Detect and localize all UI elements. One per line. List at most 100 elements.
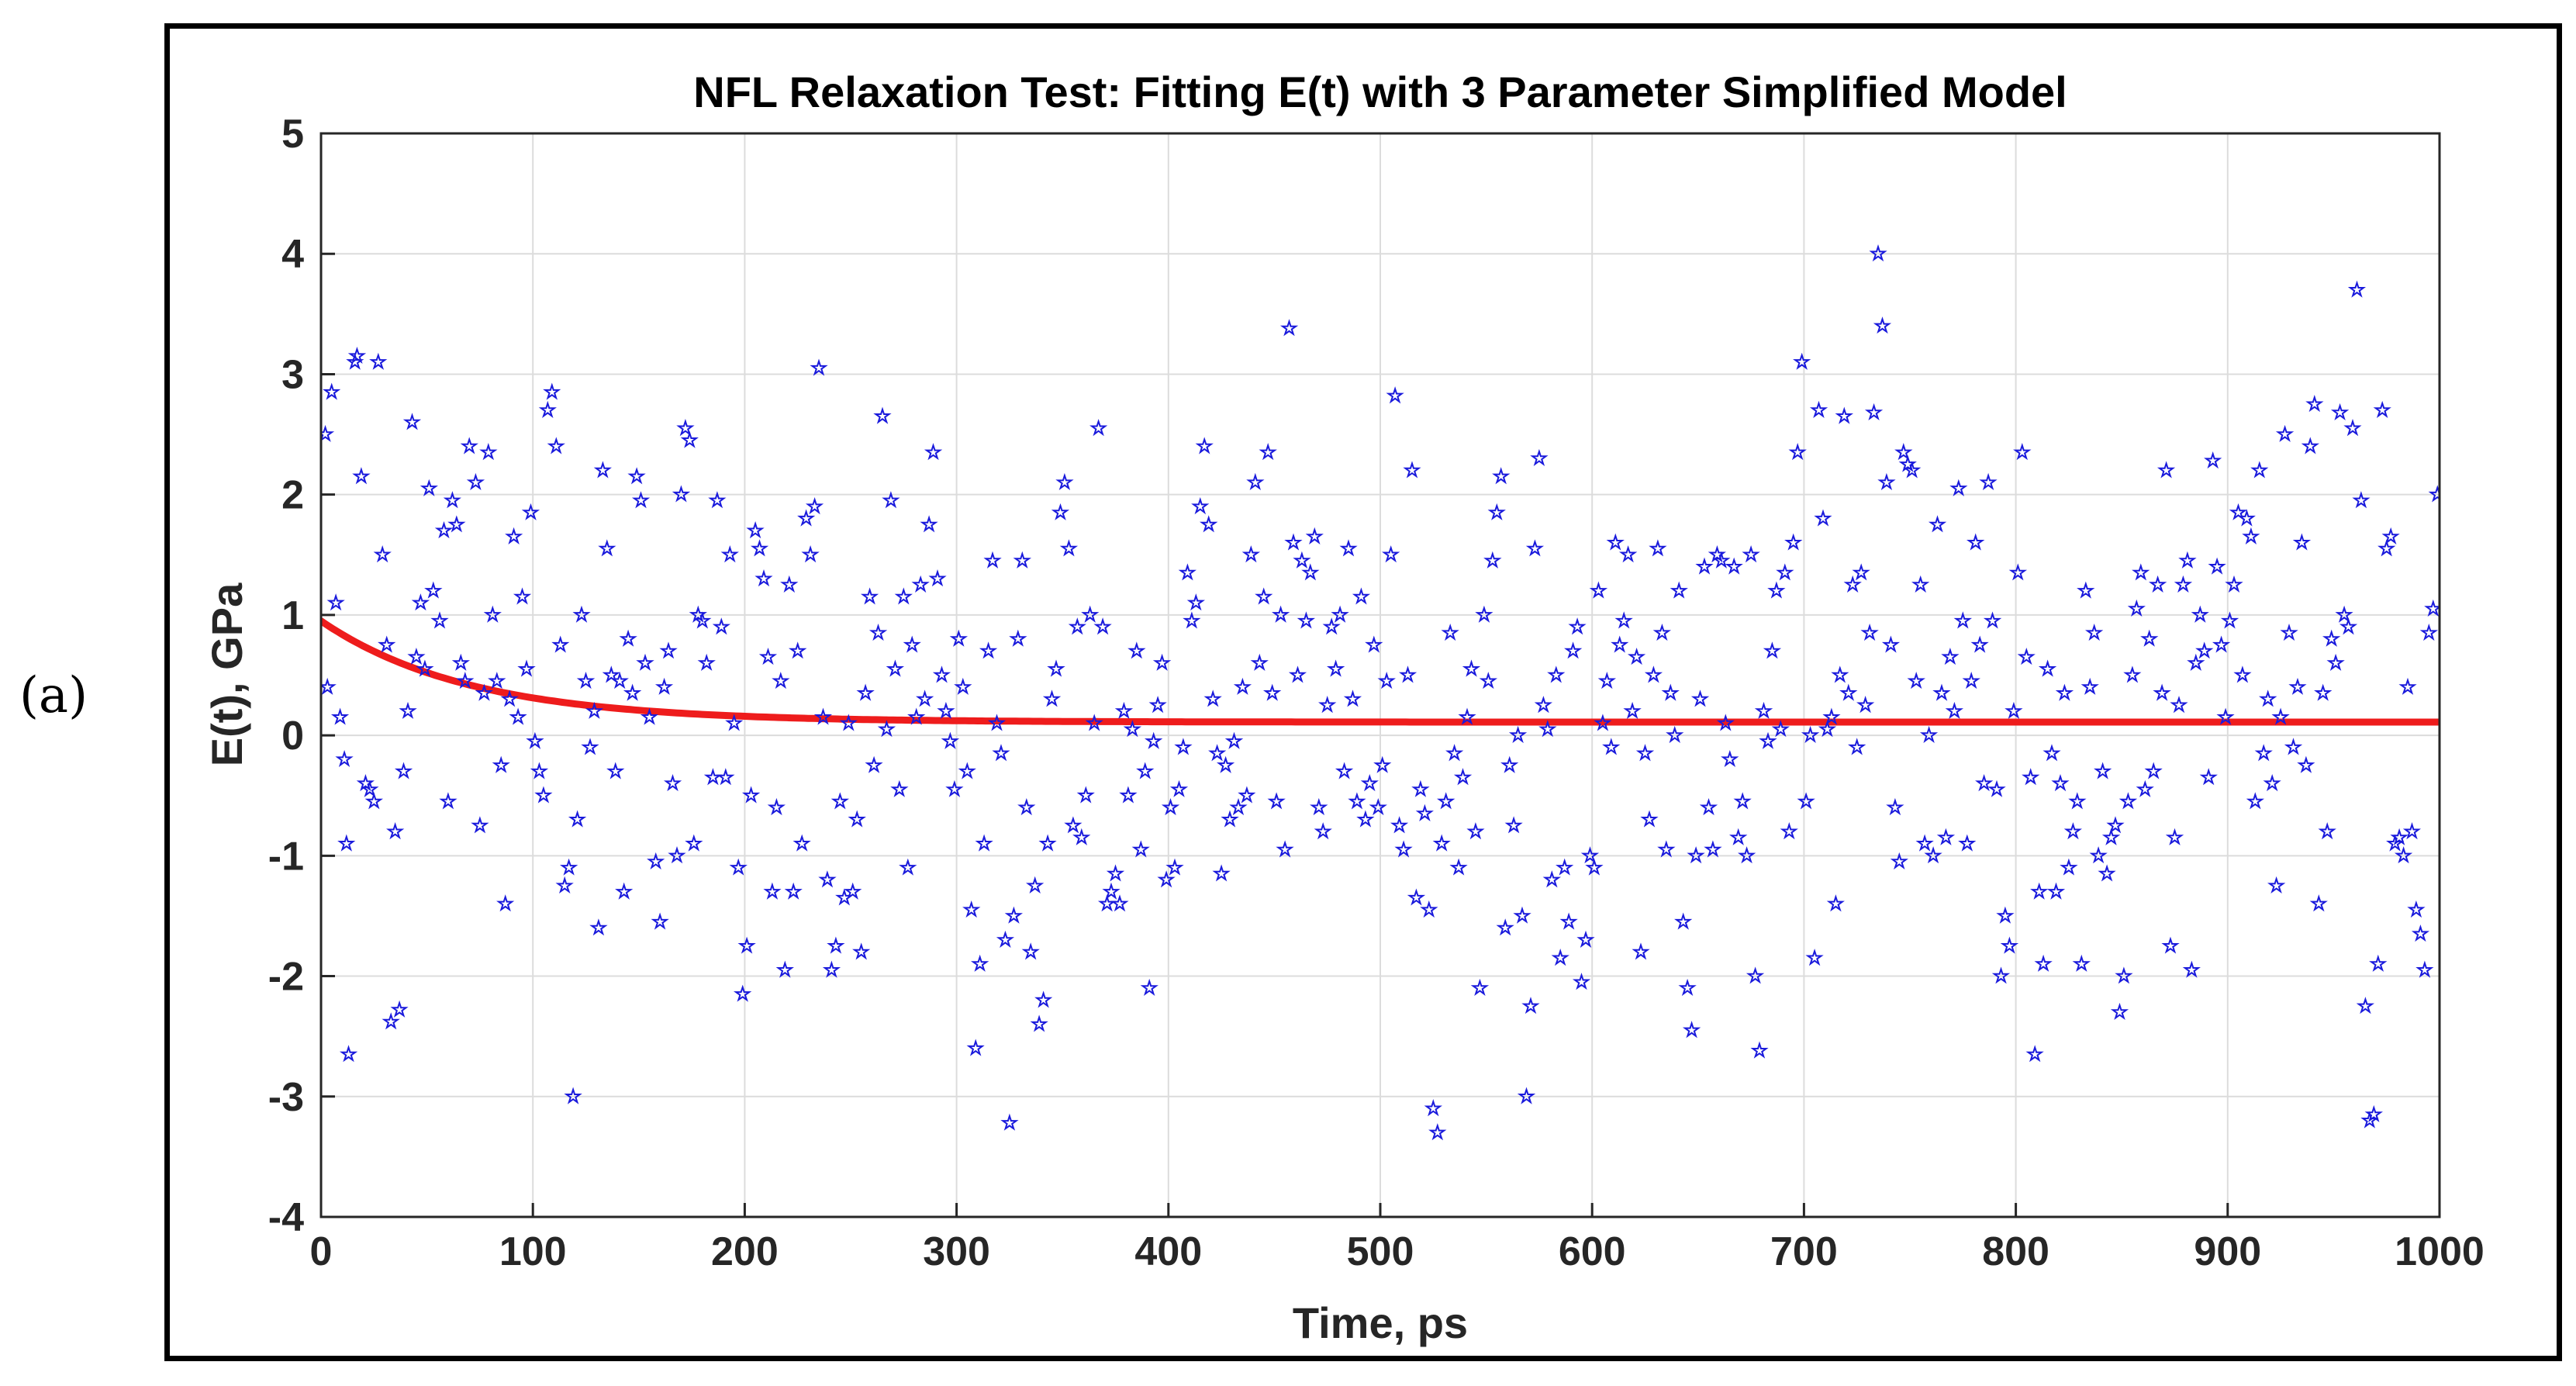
data-point xyxy=(2216,707,2235,725)
data-point xyxy=(2084,623,2104,641)
data-point xyxy=(992,744,1010,762)
x-tick-label: 600 xyxy=(1559,1229,1626,1274)
data-point xyxy=(356,773,375,792)
data-point xyxy=(471,816,489,834)
data-point xyxy=(1462,659,1481,677)
data-point xyxy=(1394,840,1413,858)
data-point xyxy=(1852,563,1870,581)
x-tick-label: 900 xyxy=(2194,1229,2261,1274)
data-point xyxy=(1979,472,1998,490)
data-point xyxy=(337,834,356,852)
data-point xyxy=(693,611,712,629)
figure-frame xyxy=(164,23,2562,1361)
data-point xyxy=(2204,451,2222,469)
data-point xyxy=(1513,906,1531,924)
data-point xyxy=(2292,533,2312,551)
data-point xyxy=(1093,617,1112,635)
data-point xyxy=(2212,635,2231,653)
data-point xyxy=(2144,762,2163,779)
data-point xyxy=(2242,527,2260,544)
y-tick-label: 2 xyxy=(281,473,304,518)
data-point xyxy=(475,683,494,701)
data-point xyxy=(2364,1104,2384,1122)
data-point xyxy=(852,942,871,960)
data-point xyxy=(1479,672,1498,690)
data-point xyxy=(962,900,981,918)
data-point xyxy=(534,786,553,804)
data-point xyxy=(382,1012,400,1030)
data-point xyxy=(1475,605,1493,623)
data-point xyxy=(2407,900,2426,918)
data-point xyxy=(1386,386,1404,404)
data-point xyxy=(797,509,816,527)
x-tick-label: 400 xyxy=(1134,1229,1202,1274)
data-point xyxy=(1644,665,1663,683)
data-point xyxy=(882,491,900,509)
data-point xyxy=(1322,617,1341,635)
data-point xyxy=(1458,707,1476,725)
data-point xyxy=(2051,773,2070,792)
data-point xyxy=(1856,696,1875,714)
data-point xyxy=(1059,539,1079,557)
data-point xyxy=(1987,779,2006,797)
data-point xyxy=(1568,617,1587,635)
data-point xyxy=(615,882,634,900)
data-point xyxy=(2254,744,2273,762)
data-point xyxy=(593,461,612,479)
data-point xyxy=(496,894,515,912)
data-point xyxy=(2356,997,2375,1014)
y-tick-label: -3 xyxy=(268,1075,304,1120)
data-point xyxy=(1496,918,1514,936)
data-point xyxy=(2398,677,2417,695)
data-point xyxy=(2377,539,2396,557)
data-point xyxy=(1085,714,1103,731)
data-point xyxy=(1441,624,1459,641)
data-point xyxy=(1674,912,1693,930)
data-point xyxy=(2022,768,2040,786)
data-point xyxy=(676,419,695,437)
data-point xyxy=(733,984,752,1002)
data-point xyxy=(2030,882,2049,900)
data-point xyxy=(1632,942,1650,960)
data-point xyxy=(373,545,392,563)
data-point xyxy=(1690,690,1710,707)
data-point xyxy=(1470,978,1490,997)
data-point xyxy=(1089,419,1108,437)
data-point xyxy=(2220,611,2239,629)
data-point xyxy=(1203,690,1222,707)
data-point xyxy=(1864,403,1884,421)
data-point xyxy=(2280,623,2298,641)
data-point xyxy=(1161,797,1180,816)
data-point xyxy=(1508,725,1528,744)
data-point xyxy=(1517,1087,1536,1104)
data-point xyxy=(1559,912,1578,930)
data-point xyxy=(830,792,850,810)
data-point xyxy=(378,635,396,653)
data-point xyxy=(1585,858,1604,876)
data-point xyxy=(339,1045,358,1063)
data-point xyxy=(945,779,964,797)
data-point xyxy=(1712,551,1731,569)
data-point xyxy=(2284,738,2303,755)
data-point xyxy=(890,779,909,797)
data-point xyxy=(920,515,938,533)
data-point xyxy=(1725,557,1743,575)
data-point xyxy=(1890,852,1908,870)
panel-label: (a) xyxy=(19,667,88,724)
data-point xyxy=(1797,792,1815,810)
data-point xyxy=(526,731,544,749)
data-point xyxy=(517,659,536,677)
data-point xyxy=(2233,665,2252,683)
data-point xyxy=(2301,437,2320,455)
data-point xyxy=(1538,720,1557,738)
data-point xyxy=(685,834,703,852)
data-point xyxy=(1365,635,1383,653)
data-point xyxy=(2199,768,2218,786)
data-point xyxy=(1199,515,1218,533)
data-point xyxy=(2038,659,2057,677)
data-point xyxy=(2156,461,2176,479)
data-point xyxy=(1297,611,1316,629)
data-point xyxy=(394,762,413,779)
data-point xyxy=(772,672,790,690)
data-point xyxy=(1279,319,1299,337)
